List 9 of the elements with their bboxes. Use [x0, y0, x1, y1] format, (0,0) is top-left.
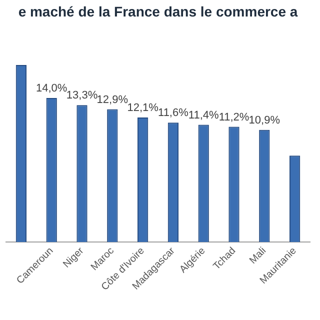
data-label: 12,9%: [96, 94, 128, 106]
data-label: 10,9%: [248, 114, 280, 126]
data-label: 13,3%: [66, 90, 98, 102]
data-label: 11,6%: [158, 107, 189, 120]
data-label: 11,4%: [188, 109, 220, 122]
data-label: 14,0%: [36, 82, 68, 94]
chart-title: e maché de la France dans le commerce a: [18, 3, 298, 20]
data-label: 12,1%: [127, 102, 159, 114]
data-label: 11,2%: [218, 111, 250, 124]
